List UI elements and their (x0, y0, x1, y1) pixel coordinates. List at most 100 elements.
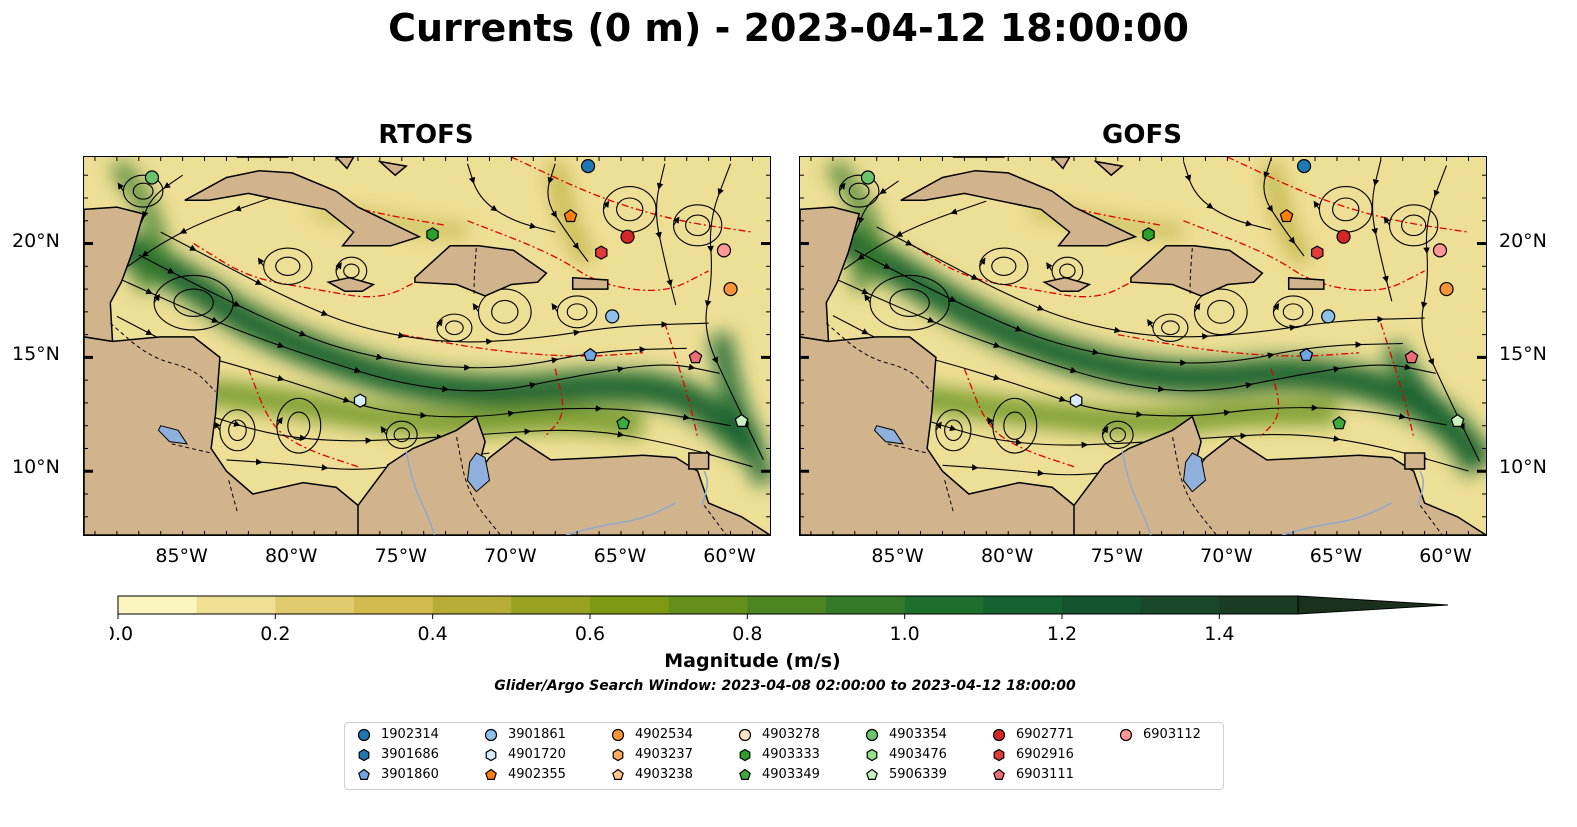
gofs-float-6902916 (1311, 245, 1324, 260)
legend-swatch-4903238 (612, 768, 624, 780)
lat-label-20n-left: 20°N (12, 230, 60, 252)
rtofs-land-bahamas2 (377, 160, 408, 177)
lat-label-15n-left: 15°N (12, 343, 60, 365)
legend-swatch-4903476 (866, 748, 878, 761)
gofs-current-map (799, 156, 1487, 536)
colorbar-tick-label-4: 0.8 (732, 623, 762, 645)
gofs-lon-label-65w: 65°W (1309, 545, 1363, 567)
gofs-float-4903354 (860, 170, 876, 185)
colorbar-segment-8 (747, 596, 827, 614)
gofs-land-puertoRico (1287, 276, 1325, 290)
search-window-text: Glider/Argo Search Window: 2023-04-08 02… (494, 678, 1076, 694)
legend-item-4903238: 4903238 (611, 767, 693, 782)
rtofs-float-4903354 (144, 170, 160, 185)
colorbar-extend-max (1297, 595, 1449, 615)
gofs-float-5906339 (1450, 413, 1465, 427)
legend-label: 6902771 (1016, 727, 1074, 742)
rtofs-lon-label-60w: 60°W (703, 545, 756, 567)
gofs-lakeMaracaibo (1182, 452, 1207, 493)
figure-title: Currents (0 m) - 2023-04-12 18:00:00 (388, 6, 1189, 50)
legend-item-4903354: 4903354 (865, 727, 947, 742)
gofs-land-hispaniola (1130, 245, 1264, 297)
legend-item-6902771: 6902771 (992, 727, 1074, 742)
legend-item-3901860: 3901860 (357, 767, 439, 782)
legend-marker-circle (992, 728, 1006, 741)
legend-marker-circle (865, 728, 879, 741)
legend-marker-pentagon (993, 768, 1005, 780)
rtofs-float-4903333 (426, 227, 439, 242)
legend-label: 4903237 (635, 747, 693, 762)
legend-swatch-4901720 (485, 748, 497, 761)
gofs-float-1902314 (1296, 159, 1312, 174)
legend-marker-circle (738, 728, 752, 741)
rtofs-landmasses (84, 157, 770, 535)
legend-item-1902314: 1902314 (357, 727, 439, 742)
rtofs-map-canvas (84, 157, 770, 535)
legend-item-6903111: 6903111 (992, 767, 1074, 782)
gofs-rivers (1121, 450, 1425, 535)
panel-title-rtofs: RTOFS (378, 120, 474, 150)
legend-label: 4903278 (762, 727, 820, 742)
rtofs-lon-label-65w: 65°W (593, 545, 647, 567)
legend-item-3901686: 3901686 (357, 747, 439, 762)
rtofs-float-6902771 (620, 229, 635, 244)
colorbar-tick-label-0: 0.0 (110, 623, 133, 645)
rtofs-float-3901860 (583, 347, 598, 361)
legend-item-6902916: 6902916 (992, 747, 1074, 762)
panel-title-gofs: GOFS (1102, 120, 1182, 150)
rtofs-lakeMaracaibo (466, 452, 491, 493)
colorbar-segment-2 (275, 596, 355, 614)
legend-item-6903112: 6903112 (1119, 727, 1201, 742)
colorbar-segment-10 (904, 596, 984, 614)
legend-item-4902355: 4902355 (484, 767, 566, 782)
legend-marker-pentagon (485, 768, 497, 780)
float-legend: 1902314 3901686 3901860 3901861 4901720 49023… (344, 722, 1224, 790)
gofs-float-6902771 (1336, 229, 1351, 244)
legend-swatch-4903278 (738, 728, 752, 741)
legend-label: 4903349 (762, 767, 820, 782)
legend-swatch-6903112 (1119, 728, 1133, 741)
gofs-frame-ticks (800, 157, 1486, 535)
colorbar-tick-label-6: 1.2 (1047, 623, 1077, 645)
legend-marker-hexagon (993, 748, 1005, 761)
rtofs-land-trinidad (688, 452, 710, 470)
rtofs-float-4902534 (723, 281, 738, 297)
legend-label: 3901860 (381, 767, 439, 782)
gofs-float-6903112 (1432, 243, 1448, 258)
legend-label: 4902534 (635, 727, 693, 742)
rtofs-land-yucatan (84, 206, 145, 343)
legend-item-4903278: 4903278 (738, 727, 820, 742)
legend-item-4903476: 4903476 (865, 747, 947, 762)
colorbar-segment-3 (354, 596, 434, 614)
rtofs-lon-label-80w: 80°W (264, 545, 318, 567)
gofs-float-3901861 (1321, 309, 1336, 324)
legend-swatch-6902916 (993, 748, 1005, 761)
rtofs-float-3901861 (605, 309, 620, 324)
legend-label: 4903354 (889, 727, 947, 742)
colorbar-label: Magnitude (m/s) (664, 650, 841, 672)
gofs-float-6903111 (1404, 350, 1419, 364)
legend-swatch-4903349 (739, 768, 751, 780)
magnitude-colorbar: 0.0 0.2 0.4 0.6 0.8 1.0 1.2 1.4 (110, 595, 1449, 645)
legend-label: 4902355 (508, 767, 566, 782)
gofs-lon-label-75w: 75°W (1090, 545, 1144, 567)
gofs-land-jamaica (1042, 276, 1092, 293)
legend-swatch-4902355 (485, 768, 497, 780)
legend-marker-circle (484, 728, 498, 741)
gofs-float-4902355 (1279, 208, 1294, 223)
rtofs-float-4903349 (616, 416, 631, 430)
legend-marker-hexagon (739, 748, 751, 761)
lat-label-10n-left: 10°N (12, 456, 60, 478)
legend-swatch-6903111 (993, 768, 1005, 780)
colorbar-segment-4 (432, 596, 512, 614)
gofs-float-4903349 (1332, 416, 1347, 430)
gofs-land-yucatan (800, 206, 861, 343)
rtofs-lon-label-85w: 85°W (155, 545, 208, 567)
rtofs-lon-label-70w: 70°W (484, 545, 537, 567)
legend-marker-pentagon (612, 768, 624, 780)
legend-item-4903333: 4903333 (738, 747, 820, 762)
colorbar-segment-13 (1140, 596, 1220, 614)
legend-label: 4903238 (635, 767, 693, 782)
gofs-land-cuba (900, 169, 1138, 247)
colorbar-segment-7 (668, 596, 748, 614)
